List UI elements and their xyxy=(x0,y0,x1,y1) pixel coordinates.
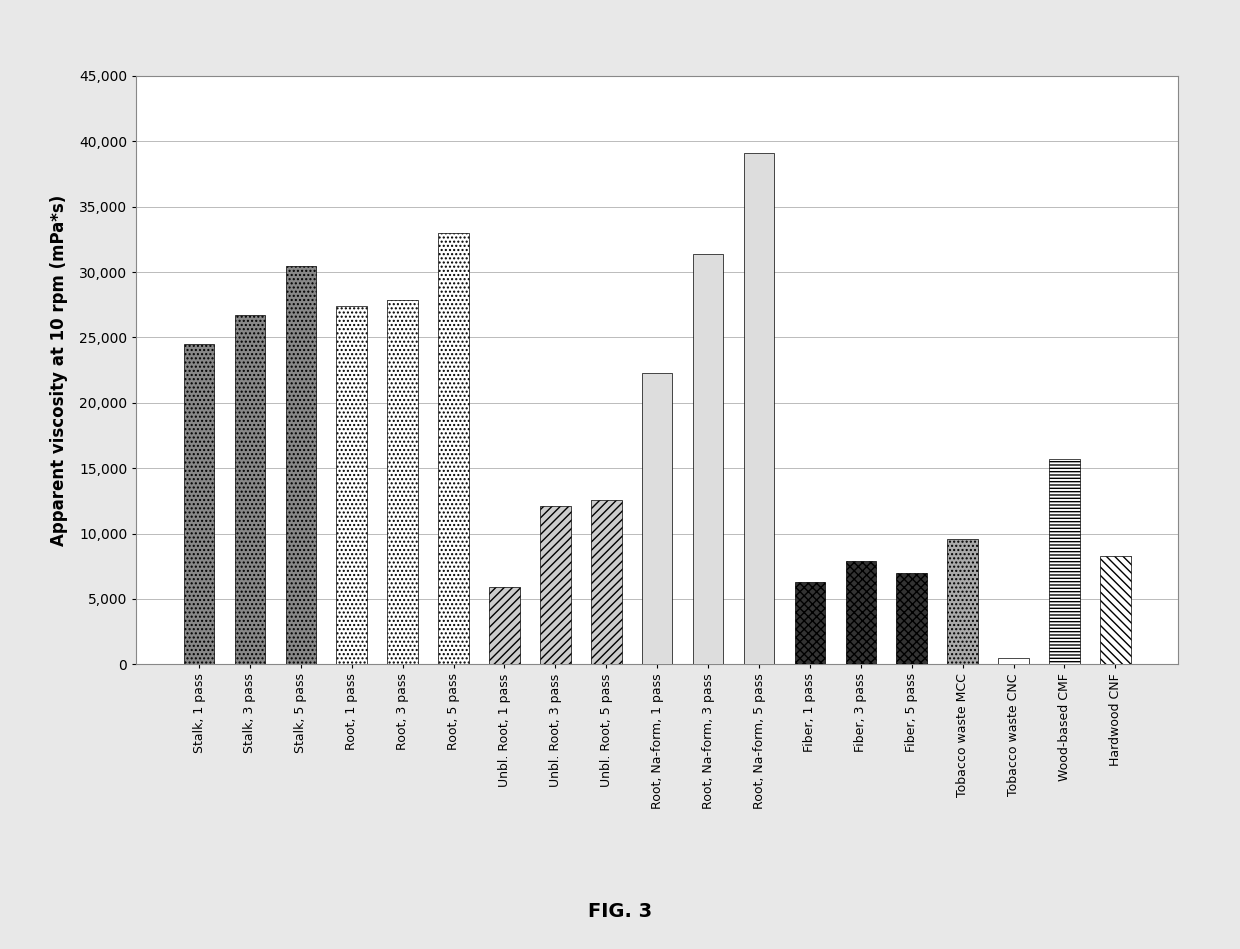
Bar xyxy=(693,253,723,664)
Bar xyxy=(947,539,978,664)
Y-axis label: Apparent viscosity at 10 rpm (mPa*s): Apparent viscosity at 10 rpm (mPa*s) xyxy=(50,195,68,546)
Bar xyxy=(591,499,621,664)
Bar xyxy=(998,658,1029,664)
Text: FIG. 3: FIG. 3 xyxy=(588,902,652,921)
Bar xyxy=(642,373,672,664)
Bar xyxy=(795,582,825,664)
Bar xyxy=(744,153,774,664)
Bar xyxy=(897,573,928,664)
Bar xyxy=(1100,556,1131,664)
Bar xyxy=(336,306,367,664)
Bar xyxy=(846,561,877,664)
Bar xyxy=(234,315,265,664)
Bar xyxy=(1049,459,1080,664)
Bar xyxy=(184,344,215,664)
Bar xyxy=(387,300,418,664)
Bar xyxy=(285,266,316,664)
Bar xyxy=(490,587,520,664)
Bar xyxy=(438,233,469,664)
Bar xyxy=(541,506,570,664)
